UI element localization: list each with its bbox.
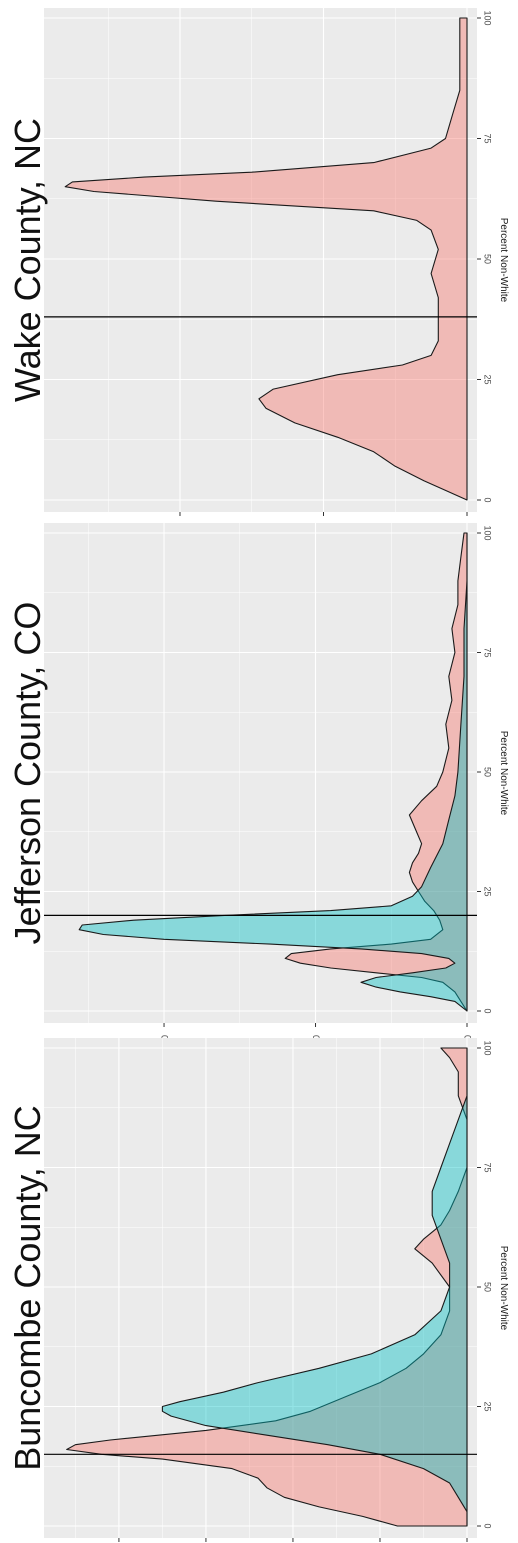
chart-title: Jefferson County, CO (7, 602, 48, 945)
density-area-series-1 (64, 17, 468, 501)
x-tick-label: 0 (483, 1523, 493, 1528)
x-tick-label: 75 (483, 1162, 493, 1172)
chart-title: Wake County, NC (7, 118, 48, 402)
x-axis-label: Percent Non-White (498, 1246, 509, 1331)
x-tick-label: 0 (483, 497, 493, 502)
x-tick-label: 25 (483, 374, 493, 384)
x-tick-label: 0 (483, 1008, 493, 1013)
x-tick-label: 25 (483, 886, 493, 896)
density-area-series-1 (284, 532, 468, 1012)
x-tick-label: 75 (483, 647, 493, 657)
x-tick-label: 50 (483, 1282, 493, 1292)
x-tick-label: 100 (483, 525, 493, 540)
x-tick-label: 50 (483, 254, 493, 264)
panel-background (44, 523, 477, 1023)
x-tick-label: 100 (483, 10, 493, 25)
x-tick-label: 75 (483, 133, 493, 143)
x-axis-label: Percent Non-White (498, 218, 509, 303)
x-tick-label: 50 (483, 767, 493, 777)
x-tick-label: 100 (483, 1040, 493, 1055)
x-tick-label: 25 (483, 1401, 493, 1411)
panel-background (44, 8, 477, 512)
chart-title: Buncombe County, NC (7, 1105, 48, 1471)
x-axis-label: Percent Non-White (498, 731, 509, 816)
